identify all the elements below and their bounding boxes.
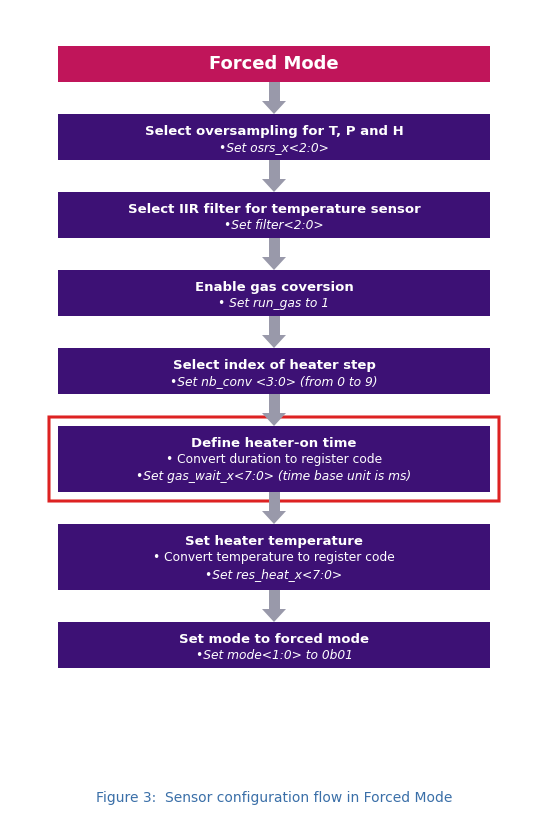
FancyBboxPatch shape <box>58 524 490 590</box>
Text: •Set res_heat_x<7:0>: •Set res_heat_x<7:0> <box>206 568 342 581</box>
Bar <box>269 160 280 179</box>
FancyBboxPatch shape <box>49 417 499 501</box>
FancyBboxPatch shape <box>58 192 490 238</box>
Polygon shape <box>262 335 286 348</box>
Text: •Set filter<2:0>: •Set filter<2:0> <box>224 219 324 232</box>
Bar <box>269 590 280 609</box>
Text: Define heater-on time: Define heater-on time <box>191 436 357 450</box>
Polygon shape <box>262 413 286 426</box>
Polygon shape <box>262 257 286 270</box>
Bar <box>269 492 280 511</box>
FancyBboxPatch shape <box>58 348 490 394</box>
Text: • Convert duration to register code: • Convert duration to register code <box>166 452 382 466</box>
Text: Select oversampling for T, P and H: Select oversampling for T, P and H <box>144 125 403 137</box>
Text: Figure 3:  Sensor configuration flow in Forced Mode: Figure 3: Sensor configuration flow in F… <box>96 791 452 805</box>
Text: Forced Mode: Forced Mode <box>209 55 339 73</box>
FancyBboxPatch shape <box>58 46 490 82</box>
FancyBboxPatch shape <box>58 270 490 316</box>
Text: Set heater temperature: Set heater temperature <box>185 535 363 548</box>
Text: Enable gas coversion: Enable gas coversion <box>195 281 353 293</box>
Polygon shape <box>262 179 286 192</box>
Text: Set mode to forced mode: Set mode to forced mode <box>179 633 369 645</box>
Polygon shape <box>262 609 286 622</box>
Bar <box>269 238 280 257</box>
Text: • Convert temperature to register code: • Convert temperature to register code <box>153 550 395 563</box>
Text: Select IIR filter for temperature sensor: Select IIR filter for temperature sensor <box>127 202 421 216</box>
FancyBboxPatch shape <box>58 426 490 492</box>
Polygon shape <box>262 101 286 114</box>
Bar <box>269 394 280 413</box>
Text: •Set mode<1:0> to 0b01: •Set mode<1:0> to 0b01 <box>196 649 352 662</box>
Text: •Set gas_wait_x<7:0> (time base unit is ms): •Set gas_wait_x<7:0> (time base unit is … <box>136 470 411 482</box>
Text: • Set run_gas to 1: • Set run_gas to 1 <box>218 297 329 310</box>
FancyBboxPatch shape <box>58 114 490 160</box>
Bar <box>269 316 280 335</box>
FancyBboxPatch shape <box>58 622 490 668</box>
Text: •Set osrs_x<2:0>: •Set osrs_x<2:0> <box>219 141 329 154</box>
Text: •Set nb_conv <3:0> (from 0 to 9): •Set nb_conv <3:0> (from 0 to 9) <box>170 375 378 388</box>
Text: Select index of heater step: Select index of heater step <box>172 359 375 371</box>
Polygon shape <box>262 511 286 524</box>
Bar <box>269 82 280 101</box>
